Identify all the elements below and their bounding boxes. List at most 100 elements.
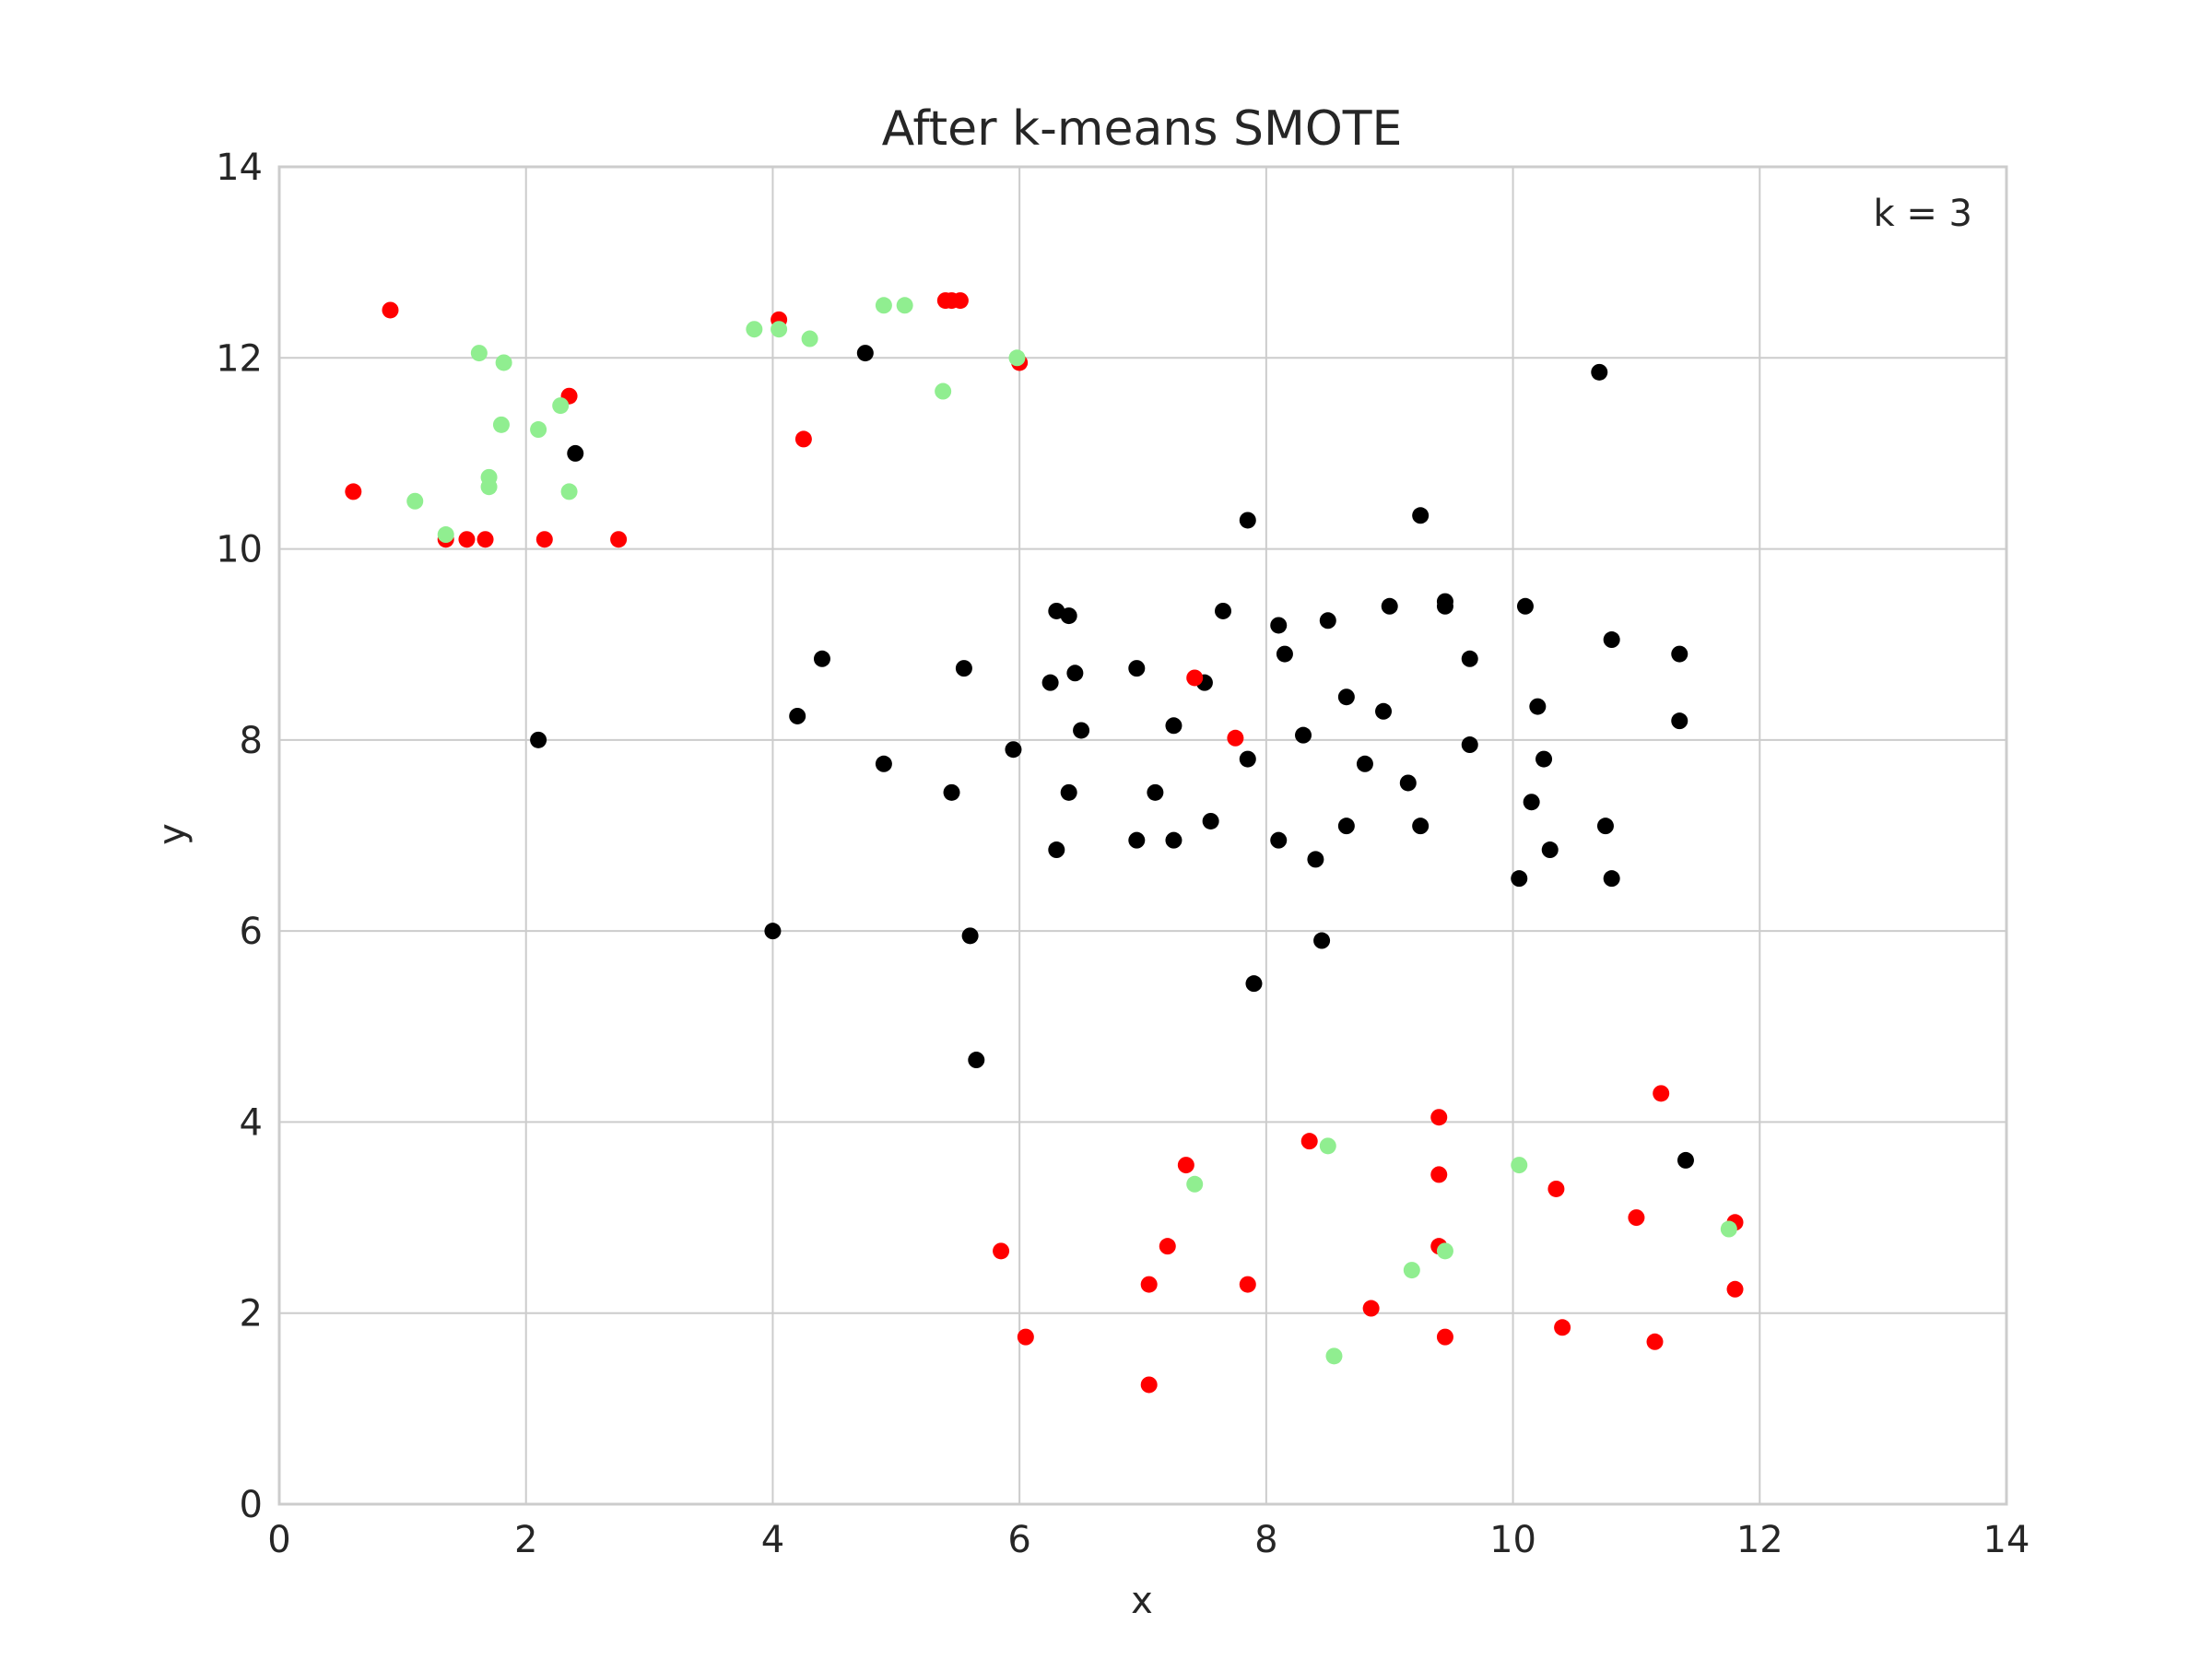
- data-point: [458, 531, 476, 548]
- data-point: [1356, 755, 1373, 772]
- data-point: [1239, 512, 1256, 529]
- data-point: [1048, 841, 1065, 859]
- data-point: [1165, 717, 1182, 735]
- data-point: [1325, 1347, 1343, 1365]
- data-point: [567, 444, 584, 462]
- y-axis-label: y: [151, 823, 194, 845]
- data-point: [896, 297, 913, 314]
- data-point: [875, 755, 892, 772]
- data-point: [1653, 1085, 1670, 1102]
- data-point: [746, 321, 763, 338]
- data-point: [801, 330, 818, 347]
- data-point: [1300, 1133, 1318, 1150]
- data-point: [492, 416, 510, 433]
- data-point: [495, 354, 512, 371]
- data-point: [1720, 1220, 1737, 1238]
- data-point: [968, 1052, 985, 1069]
- data-point: [1671, 712, 1688, 730]
- data-point: [1399, 774, 1417, 792]
- data-point: [1005, 741, 1022, 759]
- data-point: [470, 345, 488, 362]
- data-point: [1603, 870, 1620, 888]
- data-point: [1412, 818, 1430, 835]
- data-point: [437, 526, 454, 544]
- data-point: [477, 531, 494, 548]
- data-point: [1270, 617, 1288, 634]
- data-point: [1529, 698, 1547, 715]
- data-point: [1726, 1280, 1744, 1298]
- data-point: [382, 301, 399, 319]
- data-point: [1159, 1238, 1176, 1255]
- y-tick-label: 6: [240, 911, 263, 953]
- x-axis-label: x: [1131, 1580, 1153, 1622]
- y-tick-label: 8: [240, 720, 263, 762]
- data-point: [1147, 783, 1164, 801]
- data-point: [480, 478, 498, 496]
- data-point: [813, 650, 830, 667]
- data-point: [1375, 702, 1393, 720]
- data-point: [345, 483, 362, 500]
- data-point: [1140, 1276, 1158, 1293]
- data-point: [1307, 851, 1324, 868]
- data-point: [1060, 783, 1077, 801]
- data-point: [1186, 1175, 1204, 1193]
- chart-title: After k-means SMOTE: [882, 101, 1403, 157]
- data-point: [856, 345, 874, 362]
- data-point: [1186, 669, 1204, 687]
- data-point: [955, 660, 972, 677]
- data-point: [1060, 607, 1077, 625]
- data-point: [1436, 597, 1453, 615]
- data-point: [1276, 645, 1293, 663]
- data-point: [1511, 1157, 1528, 1174]
- data-point: [1362, 1300, 1380, 1317]
- data-point: [794, 430, 812, 448]
- data-point: [1128, 831, 1146, 849]
- data-point: [1403, 1262, 1420, 1279]
- data-point: [1337, 688, 1355, 706]
- data-point: [1337, 818, 1355, 835]
- data-point: [1535, 750, 1553, 768]
- x-tick-label: 6: [1007, 1519, 1030, 1561]
- data-point: [789, 707, 806, 724]
- data-point: [1227, 729, 1244, 747]
- x-tick-label: 0: [267, 1519, 290, 1561]
- data-point: [961, 927, 979, 945]
- data-point: [1270, 831, 1288, 849]
- plot-frame: [277, 165, 2008, 1506]
- data-point: [1202, 812, 1219, 830]
- data-point: [1295, 726, 1312, 744]
- data-point: [552, 397, 570, 415]
- x-tick-label: 14: [1983, 1519, 2030, 1561]
- data-point: [951, 292, 969, 310]
- data-point: [1436, 1242, 1453, 1260]
- data-point: [1511, 870, 1528, 888]
- data-point: [1073, 722, 1090, 739]
- data-point: [1677, 1151, 1694, 1169]
- data-point: [875, 297, 892, 314]
- data-point: [1239, 1276, 1256, 1293]
- data-point: [406, 492, 424, 510]
- data-point: [1461, 736, 1478, 754]
- data-point: [1140, 1376, 1158, 1394]
- data-point: [1554, 1319, 1571, 1336]
- data-point: [1177, 1157, 1194, 1174]
- data-point: [1313, 932, 1331, 949]
- y-tick-label: 0: [240, 1484, 263, 1526]
- x-tick-label: 8: [1254, 1519, 1277, 1561]
- data-point: [1128, 660, 1146, 677]
- data-point: [1412, 507, 1430, 524]
- data-point: [1436, 1328, 1453, 1346]
- x-tick-label: 12: [1736, 1519, 1783, 1561]
- data-point: [530, 421, 547, 439]
- x-tick-label: 2: [514, 1519, 537, 1561]
- tick-labels: 0 2 4 6 8 10 12 14 0 2 4 6 8 10 12 14: [216, 147, 2030, 1561]
- data-point: [1461, 650, 1478, 667]
- data-point: [993, 1242, 1010, 1260]
- data-point: [1430, 1166, 1448, 1183]
- data-points: [345, 292, 1744, 1394]
- data-point: [1008, 349, 1026, 367]
- k-annotation: k = 3: [1873, 193, 1972, 235]
- y-tick-label: 10: [216, 529, 263, 571]
